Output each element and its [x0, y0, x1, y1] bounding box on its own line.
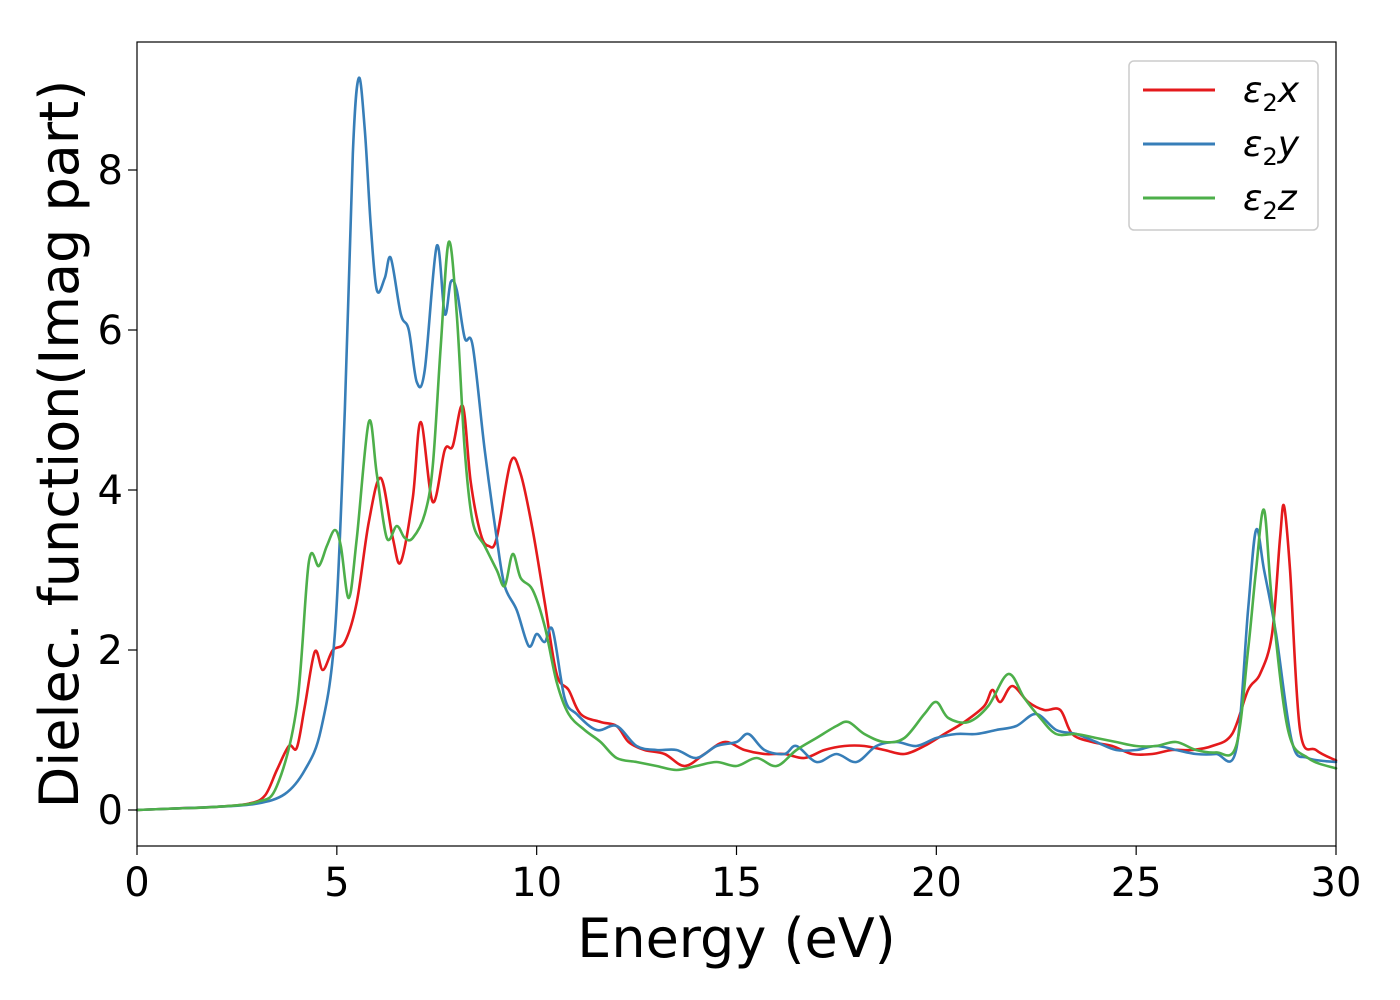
legend: ε2x ε2y ε2z: [1128, 60, 1319, 231]
y-axis-ticks: 0 2 4 6 8: [98, 148, 137, 834]
series-line-y: [135, 76, 1338, 812]
x-tick-label: 15: [711, 860, 762, 906]
series-line-x: [135, 404, 1338, 812]
legend-box: [1128, 60, 1319, 231]
legend-label-x: ε2x: [1243, 70, 1300, 117]
x-tick-label: 0: [124, 860, 149, 906]
legend-items: ε2x ε2y ε2z: [1143, 70, 1300, 225]
y-tick-label: 8: [98, 148, 123, 194]
y-tick-label: 4: [98, 468, 123, 514]
series-line-z: [135, 240, 1338, 812]
x-tick-label: 5: [324, 860, 349, 906]
y-tick-label: 6: [98, 308, 123, 354]
x-axis-label: Energy (eV): [577, 907, 896, 970]
x-tick-label: 25: [1111, 860, 1162, 906]
legend-label-z: ε2z: [1243, 178, 1298, 225]
y-tick-label: 2: [98, 628, 123, 674]
legend-label-y: ε2y: [1243, 124, 1300, 171]
y-tick-label: 0: [98, 788, 123, 834]
series-layer: [135, 76, 1338, 812]
x-tick-label: 20: [911, 860, 962, 906]
y-axis-label: Dielec. function(Imag part): [28, 80, 91, 809]
x-tick-label: 10: [511, 860, 562, 906]
x-axis-ticks: 0 5 10 15 20 25 30: [124, 846, 1361, 906]
x-tick-label: 30: [1311, 860, 1362, 906]
